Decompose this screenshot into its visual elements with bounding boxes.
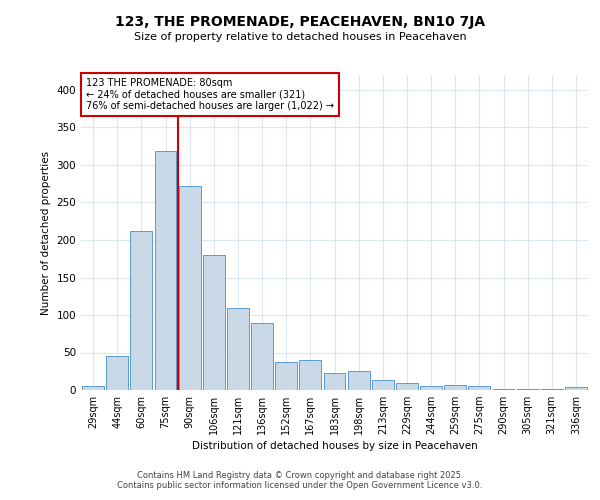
Bar: [420, 386, 442, 390]
Bar: [275, 362, 297, 390]
X-axis label: Distribution of detached houses by size in Peacehaven: Distribution of detached houses by size …: [191, 442, 478, 452]
Text: Size of property relative to detached houses in Peacehaven: Size of property relative to detached ho…: [134, 32, 466, 42]
Y-axis label: Number of detached properties: Number of detached properties: [41, 150, 51, 314]
Bar: [469, 386, 490, 390]
Bar: [348, 371, 370, 390]
Bar: [82, 386, 104, 390]
Bar: [299, 360, 321, 390]
Bar: [323, 373, 346, 390]
Bar: [493, 388, 514, 390]
Text: Contains HM Land Registry data © Crown copyright and database right 2025.
Contai: Contains HM Land Registry data © Crown c…: [118, 470, 482, 490]
Bar: [565, 387, 587, 390]
Bar: [203, 255, 224, 390]
Bar: [517, 389, 539, 390]
Bar: [251, 322, 273, 390]
Bar: [541, 389, 563, 390]
Bar: [106, 356, 128, 390]
Bar: [130, 231, 152, 390]
Bar: [179, 186, 200, 390]
Bar: [445, 385, 466, 390]
Bar: [372, 380, 394, 390]
Text: 123 THE PROMENADE: 80sqm
← 24% of detached houses are smaller (321)
76% of semi-: 123 THE PROMENADE: 80sqm ← 24% of detach…: [86, 78, 334, 112]
Bar: [396, 382, 418, 390]
Bar: [155, 152, 176, 390]
Bar: [227, 308, 249, 390]
Text: 123, THE PROMENADE, PEACEHAVEN, BN10 7JA: 123, THE PROMENADE, PEACEHAVEN, BN10 7JA: [115, 15, 485, 29]
